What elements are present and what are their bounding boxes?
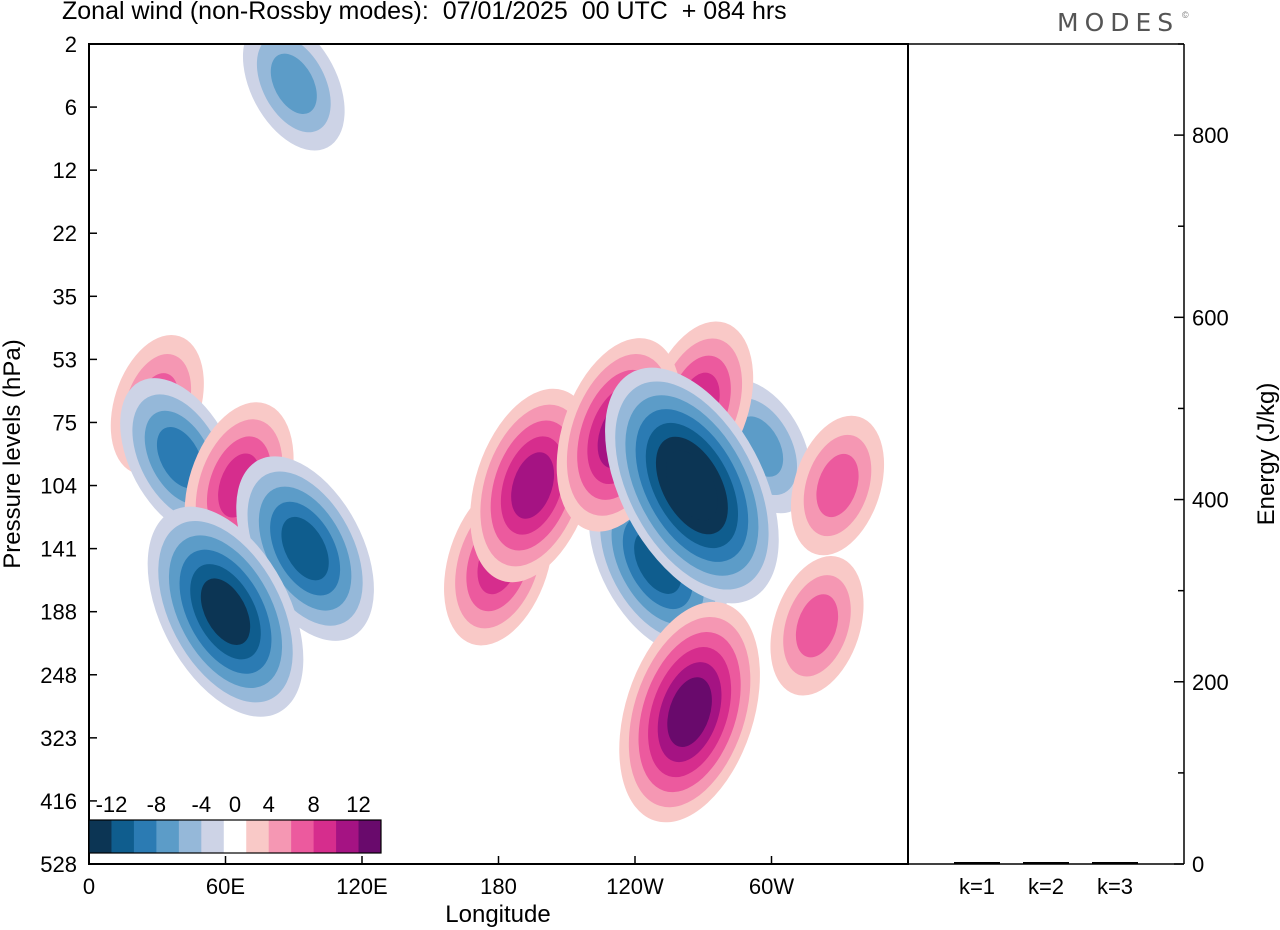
colorbar-swatch	[358, 820, 382, 853]
colorbar-swatch	[201, 820, 225, 853]
contour-feature	[242, 44, 345, 151]
y-tick-label: 248	[40, 663, 77, 688]
colorbar-swatch	[336, 820, 360, 853]
colorbar-swatch	[246, 820, 270, 853]
contour-band	[666, 450, 718, 521]
x-tick-label: 180	[480, 874, 517, 899]
y-tick-label: 12	[53, 158, 77, 183]
colorbar: -12 -8 -4 0 4 8 12	[88, 792, 382, 854]
y-tick-label: 416	[40, 789, 77, 814]
energy-tick-label: 400	[1192, 488, 1229, 513]
chart-title: Zonal wind (non-Rossby modes): 07/01/202…	[62, 0, 787, 25]
colorbar-frame	[88, 819, 382, 854]
energy-tick-label: 200	[1192, 670, 1229, 695]
colorbar-swatch	[89, 820, 112, 853]
y-tick-label: 188	[40, 600, 77, 625]
contour-feature	[605, 367, 779, 604]
y-tick-label: 22	[53, 221, 77, 246]
wind-contour-field	[110, 44, 885, 823]
y-tick-label: 53	[53, 347, 77, 372]
y-tick-label: 528	[40, 852, 77, 877]
energy-bar	[1092, 862, 1138, 864]
y-tick-label: 323	[40, 726, 77, 751]
y-tick-label: 6	[65, 95, 77, 120]
contour-feature	[147, 506, 304, 717]
energy-category-label: k=2	[1028, 874, 1064, 899]
x-tick-label: 120E	[336, 874, 387, 899]
colorbar-swatch	[313, 820, 337, 853]
colorbar-label: 8	[307, 792, 319, 817]
modes-logo: MODES	[1057, 8, 1180, 37]
colorbar-swatch	[268, 820, 292, 853]
contour-band	[667, 677, 712, 748]
energy-bar	[954, 862, 1000, 864]
energy-tick-label: 0	[1192, 852, 1204, 877]
contour-band	[200, 578, 251, 645]
x-tick-label: 60E	[206, 874, 245, 899]
colorbar-label: 0	[229, 792, 241, 817]
x-axis: 0 60E 120E 180 120W 60W	[83, 856, 794, 899]
energy-axis-title: Energy (J/kg)	[1253, 383, 1280, 526]
x-tick-label: 120W	[606, 874, 664, 899]
y-tick-label: 35	[53, 284, 77, 309]
contour-feature	[790, 415, 885, 556]
colorbar-swatch	[156, 820, 180, 853]
colorbar-swatch	[133, 820, 157, 853]
y-tick-label: 104	[40, 474, 77, 499]
colorbar-label: -4	[192, 792, 212, 817]
copyright-mark: ©	[1182, 10, 1189, 20]
contour-band	[795, 594, 839, 658]
contour-feature	[619, 601, 760, 823]
contour-band	[281, 516, 329, 581]
colorbar-label: -8	[147, 792, 167, 817]
x-tick-label: 0	[83, 874, 95, 899]
energy-tick-label: 600	[1192, 305, 1229, 330]
x-axis-title: Longitude	[445, 901, 550, 928]
energy-category-label: k=1	[959, 874, 995, 899]
contour-band	[816, 453, 859, 518]
colorbar-label: -12	[96, 792, 128, 817]
colorbar-label: 4	[263, 792, 275, 817]
contour-feature	[770, 556, 864, 696]
x-tick-label: 60W	[749, 874, 794, 899]
energy-tick-label: 800	[1192, 123, 1229, 148]
energy-panel: 0 200 400 600 800 k=1 k=2 k=3	[908, 43, 1229, 899]
energy-category-label: k=3	[1097, 874, 1133, 899]
y-tick-label: 75	[53, 410, 77, 435]
y-axis-title: Pressure levels (hPa)	[0, 339, 26, 568]
y-tick-label: 2	[65, 32, 77, 57]
colorbar-swatch	[178, 820, 202, 853]
contour-band	[511, 452, 555, 519]
colorbar-label: 12	[346, 792, 370, 817]
colorbar-swatch	[291, 820, 315, 853]
energy-bar	[1023, 862, 1069, 864]
contour-band	[270, 53, 317, 115]
colorbar-swatch	[111, 820, 135, 853]
y-tick-label: 141	[40, 537, 77, 562]
y-axis: 2 6 12 22 35 53 75 104 141 188 248 323 416 528	[40, 32, 97, 877]
colorbar-swatch	[223, 820, 247, 853]
